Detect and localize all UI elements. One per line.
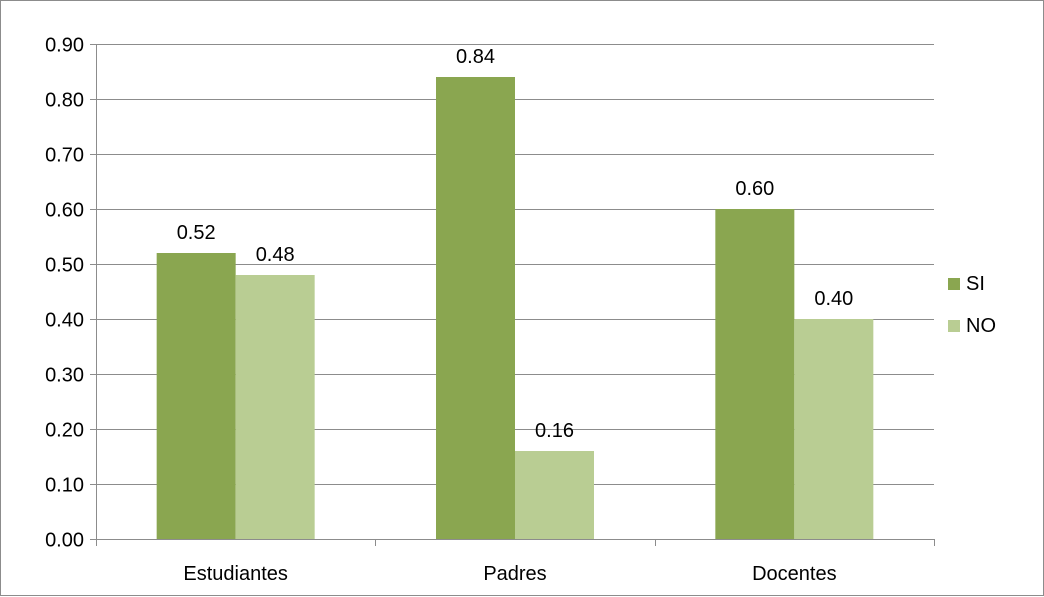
y-tick-label: 0.00 (45, 530, 84, 552)
x-category-label: Estudiantes (183, 563, 288, 585)
legend-swatch-no (948, 320, 960, 332)
bar-si-padres (436, 77, 515, 539)
bar-no-padres (515, 451, 594, 539)
y-tick-label: 0.80 (45, 90, 84, 112)
labels: 0.00 0.10 0.20 0.30 0.40 0.50 0.60 0.70 0.80 0.90… (45, 35, 853, 586)
bar-si-estudiantes (156, 253, 236, 539)
y-tick-label: 0.70 (45, 145, 84, 167)
bars (156, 77, 874, 539)
x-category-label: Docentes (752, 563, 837, 585)
data-label: 0.52 (177, 222, 216, 244)
legend-swatch-si (948, 278, 960, 290)
y-tick-label: 0.20 (45, 420, 84, 442)
y-tick-label: 0.60 (45, 200, 84, 222)
data-label: 0.48 (256, 244, 295, 266)
legend-label-no: NO (966, 315, 996, 337)
data-label: 0.84 (456, 46, 495, 68)
x-category-label: Padres (483, 563, 546, 585)
y-tick-label: 0.10 (45, 475, 84, 497)
data-label: 0.40 (814, 288, 853, 310)
legend-label-si: SI (966, 273, 985, 295)
y-tick-label: 0.40 (45, 310, 84, 332)
data-label: 0.16 (535, 420, 574, 442)
y-tick-label: 0.30 (45, 365, 84, 387)
bar-si-docentes (715, 209, 795, 539)
data-label: 0.60 (735, 178, 774, 200)
y-tick-label: 0.50 (45, 255, 84, 277)
bar-no-docentes (794, 319, 874, 539)
y-tick-label: 0.90 (45, 35, 84, 57)
legend: SI NO (948, 273, 996, 337)
bar-no-estudiantes (235, 275, 315, 539)
axes (90, 44, 935, 546)
